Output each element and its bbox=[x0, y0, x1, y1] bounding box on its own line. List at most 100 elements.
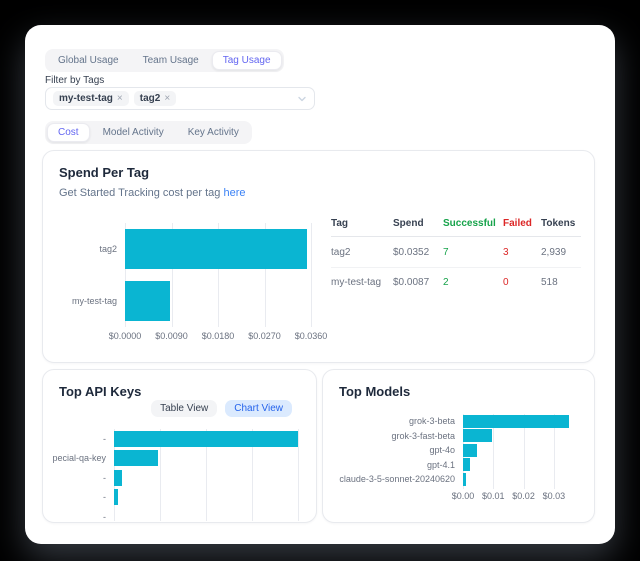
tag-filter-select[interactable]: my-test-tag × tag2 × bbox=[45, 87, 315, 110]
gridline bbox=[160, 429, 161, 521]
filter-by-tags-label: Filter by Tags bbox=[45, 75, 105, 86]
x-tick-label: $0.0000 bbox=[108, 331, 142, 341]
subtitle-text: Get Started Tracking cost per tag bbox=[59, 187, 224, 199]
bar-track bbox=[463, 414, 569, 429]
top-api-keys-chart: - pecial-qa-key - - - bbox=[43, 429, 303, 522]
tag-chip-tag2: tag2 × bbox=[133, 91, 177, 106]
bar-track bbox=[463, 443, 569, 458]
gridline bbox=[218, 223, 219, 327]
chart-row: grok-3-beta bbox=[333, 414, 593, 429]
x-tick-label: $0.03 bbox=[542, 491, 566, 501]
chart-row: - bbox=[43, 468, 303, 488]
gridline bbox=[553, 414, 555, 489]
bar-gpt-4o bbox=[463, 443, 477, 457]
cell-failed: 0 bbox=[503, 267, 541, 297]
bar-track bbox=[114, 488, 298, 508]
chevron-down-icon[interactable] bbox=[297, 94, 307, 104]
usage-dashboard-panel: Global Usage Team Usage Tag Usage Filter… bbox=[25, 25, 615, 544]
view-toggle: Table View Chart View bbox=[151, 400, 292, 417]
bar-tag2 bbox=[125, 229, 307, 269]
category-label: - bbox=[103, 472, 106, 483]
spend-per-tag-title: Spend Per Tag bbox=[59, 165, 150, 180]
tag-chip-my-test-tag: my-test-tag × bbox=[53, 91, 129, 106]
spend-per-tag-card: Spend Per Tag Get Started Tracking cost … bbox=[42, 150, 595, 363]
bar-track bbox=[463, 429, 569, 444]
x-tick-label: $0.01 bbox=[482, 491, 505, 501]
tab-global-usage[interactable]: Global Usage bbox=[58, 55, 119, 66]
remove-tag-icon[interactable]: × bbox=[116, 93, 123, 104]
x-tick-label: $0.0270 bbox=[248, 331, 281, 341]
bar-track bbox=[125, 223, 311, 275]
cell-successful: 7 bbox=[443, 246, 449, 258]
category-label: claude-3-5-sonnet-20240620 bbox=[339, 474, 455, 485]
bar-track bbox=[463, 458, 569, 473]
x-axis-ticks: $0.00 $0.01 $0.02 $0.03 bbox=[333, 491, 593, 503]
gridline bbox=[171, 223, 173, 327]
chart-row: my-test-tag bbox=[43, 275, 323, 327]
gridline bbox=[298, 429, 299, 521]
chart-row: gpt-4o bbox=[333, 443, 593, 458]
chart-row: claude-3-5-sonnet-20240620 bbox=[333, 472, 593, 487]
top-models-card: Top Models grok-3-beta grok-3-fast-beta gp… bbox=[322, 369, 595, 523]
tab-tag-usage[interactable]: Tag Usage bbox=[211, 51, 282, 70]
get-started-here-link[interactable]: here bbox=[223, 187, 246, 199]
chart-row: - bbox=[43, 507, 303, 522]
table-view-button[interactable]: Table View bbox=[151, 400, 218, 417]
gridline bbox=[493, 414, 495, 489]
chart-row: - bbox=[43, 429, 303, 449]
category-label: my-test-tag bbox=[71, 296, 117, 306]
top-models-chart: grok-3-beta grok-3-fast-beta gpt-4o gpt-4.1… bbox=[333, 414, 593, 501]
cell-tag: tag2 bbox=[331, 246, 351, 258]
tab-cost[interactable]: Cost bbox=[47, 123, 90, 142]
tab-model-activity[interactable]: Model Activity bbox=[102, 127, 164, 138]
category-label: gpt-4.1 bbox=[426, 459, 455, 470]
cell-tag: my-test-tag bbox=[331, 267, 393, 297]
gridline bbox=[252, 429, 253, 521]
bar-track bbox=[125, 275, 311, 327]
top-api-keys-title: Top API Keys bbox=[59, 384, 142, 399]
bar-- bbox=[114, 469, 123, 486]
gridline bbox=[311, 223, 312, 327]
spend-per-tag-chart: tag2 my-test-tag $0.0000 $0.0090 $0.0180 $0.0… bbox=[43, 223, 327, 341]
bar-track bbox=[463, 472, 569, 487]
bar-grok-3-beta bbox=[463, 414, 569, 428]
bar-pecial-qa-key bbox=[114, 450, 159, 467]
category-label: pecial-qa-key bbox=[52, 453, 106, 464]
spend-per-tag-table: Tag Spend Successful Failed Tokens tag2 … bbox=[331, 211, 581, 297]
tab-team-usage[interactable]: Team Usage bbox=[142, 55, 199, 66]
gridline bbox=[264, 223, 266, 327]
cell-spend: $0.0087 bbox=[393, 267, 443, 297]
chart-row: gpt-4.1 bbox=[333, 458, 593, 473]
category-label: tag2 bbox=[99, 244, 117, 254]
chart-row: tag2 bbox=[43, 223, 323, 275]
x-axis-ticks: $0.0000 $0.0090 $0.0180 $0.0270 $0.0360 bbox=[43, 331, 328, 343]
cell-failed: 3 bbox=[503, 246, 509, 258]
top-models-title: Top Models bbox=[339, 384, 411, 399]
bar-track bbox=[114, 468, 298, 488]
chart-view-button[interactable]: Chart View bbox=[225, 400, 292, 417]
bar-track bbox=[114, 449, 298, 469]
metric-tabs: Cost Model Activity Key Activity bbox=[45, 121, 252, 144]
cell-successful: 2 bbox=[443, 267, 503, 297]
cell-spend: $0.0352 bbox=[393, 246, 430, 258]
tab-key-activity[interactable]: Key Activity bbox=[187, 127, 239, 138]
chip-label: tag2 bbox=[139, 93, 161, 104]
cell-tokens: 518 bbox=[541, 267, 581, 297]
chart-gridlines bbox=[125, 223, 312, 327]
cell-tokens: 2,939 bbox=[541, 246, 567, 258]
category-label: grok-3-fast-beta bbox=[391, 430, 455, 441]
x-tick-label: $0.0360 bbox=[294, 331, 328, 341]
gridline bbox=[206, 429, 207, 521]
col-header-tag: Tag bbox=[331, 211, 393, 237]
col-header-failed: Failed bbox=[503, 211, 541, 237]
category-label: - bbox=[103, 492, 106, 503]
x-tick-label: $0.02 bbox=[512, 491, 535, 501]
col-header-spend: Spend bbox=[393, 211, 443, 237]
bar-- bbox=[114, 489, 119, 506]
remove-tag-icon[interactable]: × bbox=[164, 93, 171, 104]
bar-gpt-4-1 bbox=[463, 458, 470, 472]
bar-track bbox=[114, 429, 298, 449]
category-label: - bbox=[103, 511, 106, 522]
bar-- bbox=[114, 430, 298, 447]
